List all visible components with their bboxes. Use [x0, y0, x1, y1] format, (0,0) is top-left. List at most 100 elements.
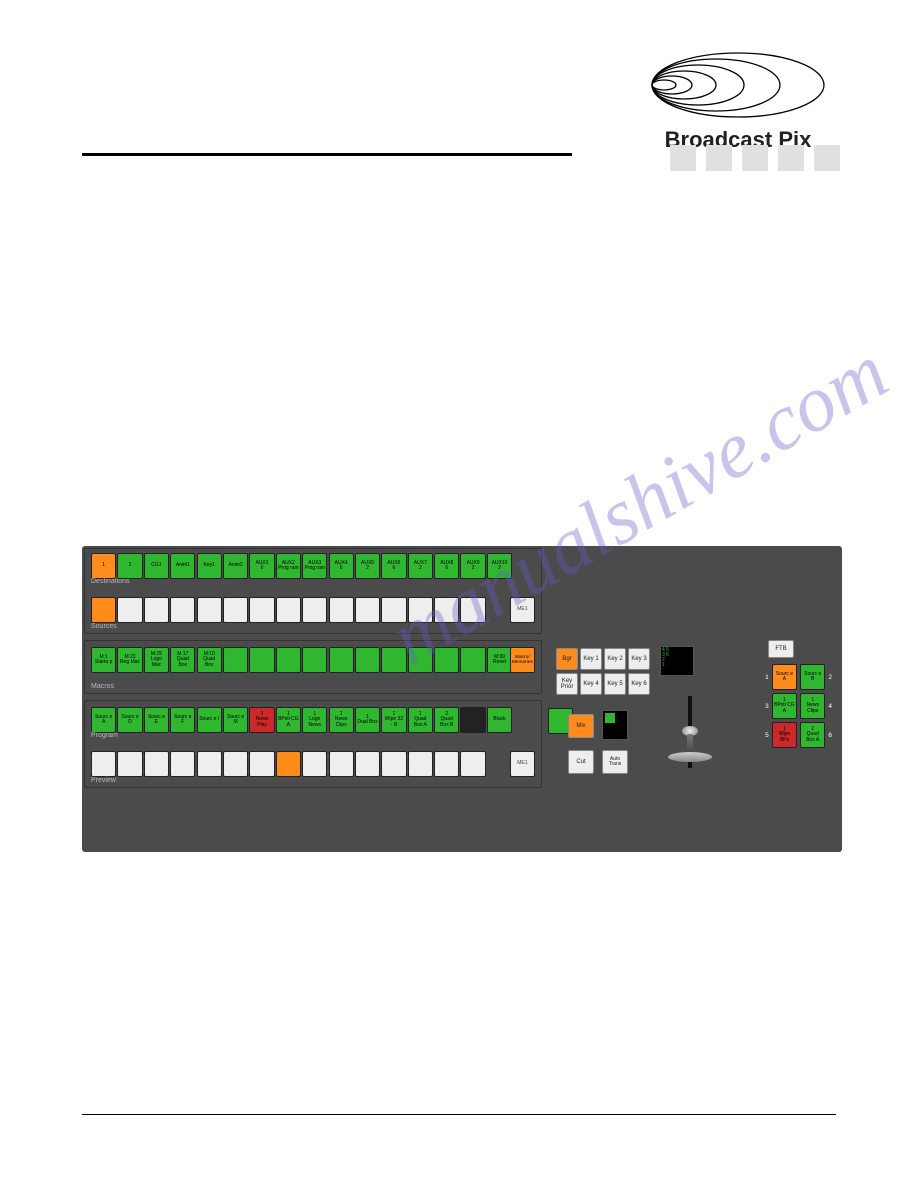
panel-button[interactable]	[223, 597, 248, 623]
panel-button[interactable]: M:1Startu p	[91, 647, 116, 673]
panel-button[interactable]	[434, 597, 459, 623]
panel-button[interactable]: 1News Play	[249, 707, 274, 733]
panel-button[interactable]	[355, 597, 380, 623]
panel-button[interactable]: Black	[487, 707, 512, 733]
panel-button[interactable]: 2Quad Box B	[434, 707, 459, 733]
panel-button[interactable]	[302, 597, 327, 623]
panel-button[interactable]: Key1	[197, 553, 222, 579]
panel-button[interactable]	[249, 751, 274, 777]
panel-button[interactable]	[117, 751, 142, 777]
panel-button[interactable]: 2	[117, 553, 142, 579]
panel-button[interactable]: Sourc e B	[800, 664, 825, 690]
panel-button[interactable]	[276, 597, 301, 623]
panel-button[interactable]: AUX66	[381, 553, 406, 579]
panel-button[interactable]	[302, 647, 327, 673]
panel-button[interactable]: AUX16	[249, 553, 274, 579]
cut-button[interactable]: Cut	[568, 750, 594, 774]
panel-button[interactable]: AUX3Prog ram	[302, 553, 327, 579]
panel-button[interactable]	[91, 751, 116, 777]
panel-button[interactable]: CG1	[144, 553, 169, 579]
panel-button[interactable]: AUX72	[408, 553, 433, 579]
panel-button[interactable]	[460, 647, 485, 673]
mix-button[interactable]: Mix	[568, 714, 594, 738]
panel-button[interactable]	[170, 751, 195, 777]
panel-button[interactable]	[91, 597, 116, 623]
panel-button[interactable]	[408, 647, 433, 673]
panel-button[interactable]	[329, 597, 354, 623]
panel-button[interactable]	[355, 647, 380, 673]
panel-button[interactable]: Sourc e M	[223, 707, 248, 733]
panel-button[interactable]: Sourc e A	[772, 664, 797, 690]
panel-button[interactable]	[249, 647, 274, 673]
panel-button[interactable]	[460, 707, 485, 733]
panel-button[interactable]	[434, 751, 459, 777]
panel-button[interactable]	[408, 597, 433, 623]
panel-button[interactable]	[355, 751, 380, 777]
panel-button[interactable]: AUX86	[434, 553, 459, 579]
panel-button[interactable]	[223, 751, 248, 777]
panel-button[interactable]	[381, 597, 406, 623]
panel-button[interactable]	[381, 751, 406, 777]
panel-button[interactable]: 2Quad Box A	[800, 722, 825, 748]
panel-button[interactable]: 1	[91, 553, 116, 579]
panel-button[interactable]: Anim1	[170, 553, 195, 579]
panel-button[interactable]: Sourc e F	[170, 707, 195, 733]
panel-button[interactable]: Sourc e I	[197, 707, 222, 733]
panel-button[interactable]: M:99Reset	[487, 647, 512, 673]
panel-button[interactable]	[276, 751, 301, 777]
panel-button[interactable]	[329, 647, 354, 673]
panel-button[interactable]	[249, 597, 274, 623]
panel-button[interactable]: 1Dual Box	[355, 707, 380, 733]
panel-button[interactable]: M:25Logo Mac	[144, 647, 169, 673]
panel-button[interactable]	[223, 647, 248, 673]
panel-button[interactable]: Anim2	[223, 553, 248, 579]
panel-button[interactable]	[144, 597, 169, 623]
macro-memories-button[interactable]: Macro/ Memories	[510, 647, 535, 673]
panel-button[interactable]: M:23Reg Mac	[117, 647, 142, 673]
panel-button[interactable]: AUX102	[487, 553, 512, 579]
panel-button[interactable]	[197, 751, 222, 777]
panel-button[interactable]: 1News Clips	[800, 693, 825, 719]
panel-button[interactable]: 1Logo News	[302, 707, 327, 733]
panel-button[interactable]: 1Quad Box A	[408, 707, 433, 733]
key-select-button[interactable]: Key 4	[580, 673, 602, 695]
key-select-button[interactable]: Key Prior	[556, 673, 578, 695]
auto-trans-button[interactable]: Auto Trans	[602, 750, 628, 774]
panel-button[interactable]: Sourc e A	[91, 707, 116, 733]
panel-button[interactable]: M:17Quad Box	[170, 647, 195, 673]
panel-button[interactable]	[460, 751, 485, 777]
key-select-button[interactable]: Bgr	[556, 648, 578, 670]
panel-button[interactable]: Sourc e E	[144, 707, 169, 733]
panel-button[interactable]	[329, 751, 354, 777]
key-select-button[interactable]: Key 6	[628, 673, 650, 695]
t-bar-fader[interactable]	[672, 696, 708, 768]
panel-button[interactable]: AUX92	[460, 553, 485, 579]
panel-button[interactable]: 1Wipe 32 - N	[381, 707, 406, 733]
me1-preview-button[interactable]: ME1	[510, 751, 535, 777]
panel-button[interactable]	[302, 751, 327, 777]
ftb-button[interactable]: FTB	[768, 640, 794, 658]
panel-button[interactable]	[197, 597, 222, 623]
panel-button[interactable]: Sourc e D	[117, 707, 142, 733]
panel-button[interactable]: AUX46	[329, 553, 354, 579]
panel-button[interactable]	[460, 597, 485, 623]
panel-button[interactable]: 1BPsti CG A	[276, 707, 301, 733]
panel-button[interactable]	[170, 597, 195, 623]
panel-button[interactable]	[381, 647, 406, 673]
panel-button[interactable]: M:10Quad Box	[197, 647, 222, 673]
key-select-button[interactable]: Key 2	[604, 648, 626, 670]
panel-button[interactable]: 1Wipe BPs	[772, 722, 797, 748]
panel-button[interactable]	[276, 647, 301, 673]
panel-button[interactable]	[144, 751, 169, 777]
me1-button[interactable]: ME1	[510, 597, 535, 623]
panel-button[interactable]	[408, 751, 433, 777]
panel-button[interactable]: 1News Clips	[329, 707, 354, 733]
panel-button[interactable]	[117, 597, 142, 623]
panel-button[interactable]: AUX2Prog ram	[276, 553, 301, 579]
key-select-button[interactable]: Key 5	[604, 673, 626, 695]
panel-button[interactable]	[434, 647, 459, 673]
panel-button[interactable]: 1BPsti CG A	[772, 693, 797, 719]
key-select-button[interactable]: Key 1	[580, 648, 602, 670]
key-select-button[interactable]: Key 3	[628, 648, 650, 670]
panel-button[interactable]: AUX52	[355, 553, 380, 579]
